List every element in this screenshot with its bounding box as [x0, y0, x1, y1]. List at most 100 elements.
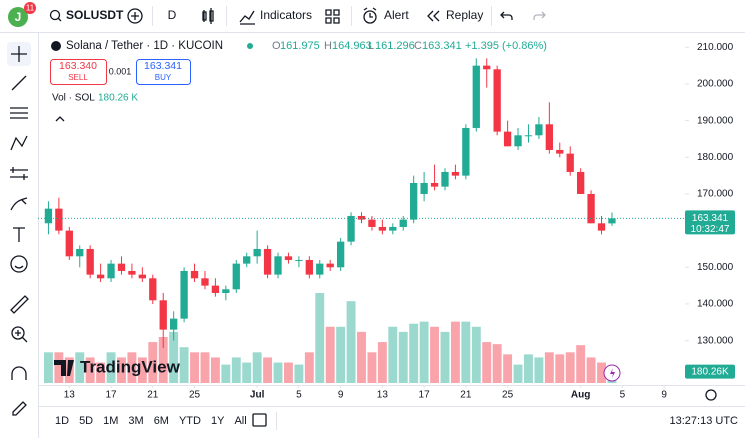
chart-type-icon[interactable] — [202, 8, 214, 24]
price-tag-time: 10:32:47 — [691, 224, 730, 235]
range-button[interactable]: 6M — [154, 415, 169, 427]
volume-value: 180.26 K — [98, 93, 138, 104]
close-value: 163.341 — [422, 40, 462, 52]
forecast-tool[interactable] — [10, 167, 28, 180]
fib-tool[interactable] — [10, 107, 28, 119]
volume-bar — [357, 331, 366, 383]
range-button[interactable]: 1M — [103, 415, 118, 427]
candle-body — [545, 124, 553, 150]
candle-body — [410, 182, 418, 220]
volume-bar — [210, 357, 220, 383]
pattern-tool[interactable] — [10, 135, 28, 151]
layouts-icon[interactable] — [325, 9, 340, 24]
volume-bar — [294, 364, 304, 383]
crosshair-tool[interactable] — [11, 46, 27, 62]
indicators-icon[interactable] — [239, 10, 255, 25]
interval[interactable]: D — [168, 8, 177, 22]
lock-tool[interactable] — [12, 401, 27, 416]
left-toolbar — [7, 33, 39, 438]
x-tick-label: Jul — [250, 390, 265, 401]
ruler-tool[interactable] — [10, 295, 29, 314]
volume-bar — [54, 352, 64, 383]
volume-bar — [346, 301, 356, 383]
volume-bar — [388, 326, 398, 383]
price-tag-value: 163.341 — [692, 213, 729, 224]
range-button[interactable]: 1Y — [211, 415, 225, 427]
volume-bar — [117, 357, 126, 383]
emoji-tool[interactable] — [10, 255, 28, 273]
x-tick-label: 25 — [502, 390, 514, 401]
candle-body — [493, 69, 501, 132]
collapse-icon[interactable] — [55, 116, 65, 122]
volume-bar — [169, 331, 179, 383]
date-range-icon[interactable] — [252, 413, 267, 427]
candle-body — [524, 135, 533, 137]
avatar[interactable] — [8, 7, 28, 27]
symbol[interactable]: SOLUSDT — [66, 8, 124, 22]
watermark-logo — [54, 360, 74, 376]
volume-bar — [148, 342, 158, 383]
badge-count: 11 — [26, 4, 35, 13]
y-tick-label: 150.000 — [697, 262, 734, 273]
volume-bar — [106, 352, 116, 383]
replay[interactable]: Replay — [446, 8, 483, 22]
close-key: C — [414, 40, 422, 52]
low-key: L — [368, 40, 374, 52]
price-tag — [685, 210, 735, 235]
search-icon — [57, 17, 62, 22]
volume-bar — [419, 321, 429, 383]
x-tick-label: 5 — [296, 390, 302, 401]
symbol-logo — [51, 41, 61, 51]
candle-body — [608, 218, 616, 224]
brush-tool[interactable] — [10, 197, 28, 211]
high-value: 164.963 — [332, 40, 372, 52]
volume-bar — [43, 352, 53, 383]
magnet-tool[interactable] — [11, 366, 27, 380]
alert-icon[interactable] — [363, 10, 377, 24]
candle-body — [159, 300, 167, 330]
volume-bar — [409, 323, 419, 383]
replay-icon[interactable] — [427, 10, 440, 22]
buy-price: 163.341 — [144, 60, 182, 72]
volume-bar — [336, 326, 346, 383]
range-button[interactable]: All — [234, 415, 246, 427]
legend-title: Solana / Tether · 1D · KUCOIN — [66, 40, 223, 52]
candle-body — [357, 215, 366, 220]
volume-bar — [242, 362, 252, 383]
settings-icon[interactable] — [705, 389, 717, 401]
candle-body — [514, 135, 522, 147]
range-button[interactable]: 3M — [128, 415, 143, 427]
trendline-tool[interactable] — [11, 75, 27, 91]
sell-button[interactable] — [50, 59, 107, 85]
buy-label: BUY — [155, 73, 172, 82]
volume-bar — [398, 331, 408, 383]
range-button[interactable]: 5D — [79, 415, 93, 427]
buy-button[interactable] — [136, 59, 191, 85]
zoom-tool[interactable] — [11, 326, 25, 340]
compare-icon[interactable] — [127, 8, 143, 24]
search-icon[interactable] — [49, 9, 61, 21]
redo-icon[interactable] — [533, 11, 546, 20]
range-button[interactable]: YTD — [179, 415, 201, 427]
candle-body — [117, 263, 126, 271]
volume-bar — [96, 362, 106, 383]
footer: 13:27:13 UTC 1D 5D 1M 3M 6M YTD 1Y All — [38, 406, 745, 430]
candle-body — [211, 285, 220, 293]
range-button[interactable]: 1D — [55, 415, 69, 427]
candle-body — [451, 171, 460, 176]
open-key: O — [272, 40, 281, 52]
candle-body — [566, 153, 574, 172]
candle-body — [535, 124, 543, 136]
alert[interactable]: Alert — [384, 8, 409, 22]
candle-body — [190, 270, 199, 279]
candle-body — [430, 182, 439, 187]
text-tool[interactable] — [13, 227, 25, 242]
undo-icon[interactable] — [500, 11, 513, 20]
x-tick-label: 25 — [189, 390, 201, 401]
candle-body — [170, 318, 178, 330]
emoji-tool — [14, 265, 24, 269]
indicators[interactable]: Indicators — [260, 8, 312, 22]
volume-bar — [450, 321, 460, 383]
